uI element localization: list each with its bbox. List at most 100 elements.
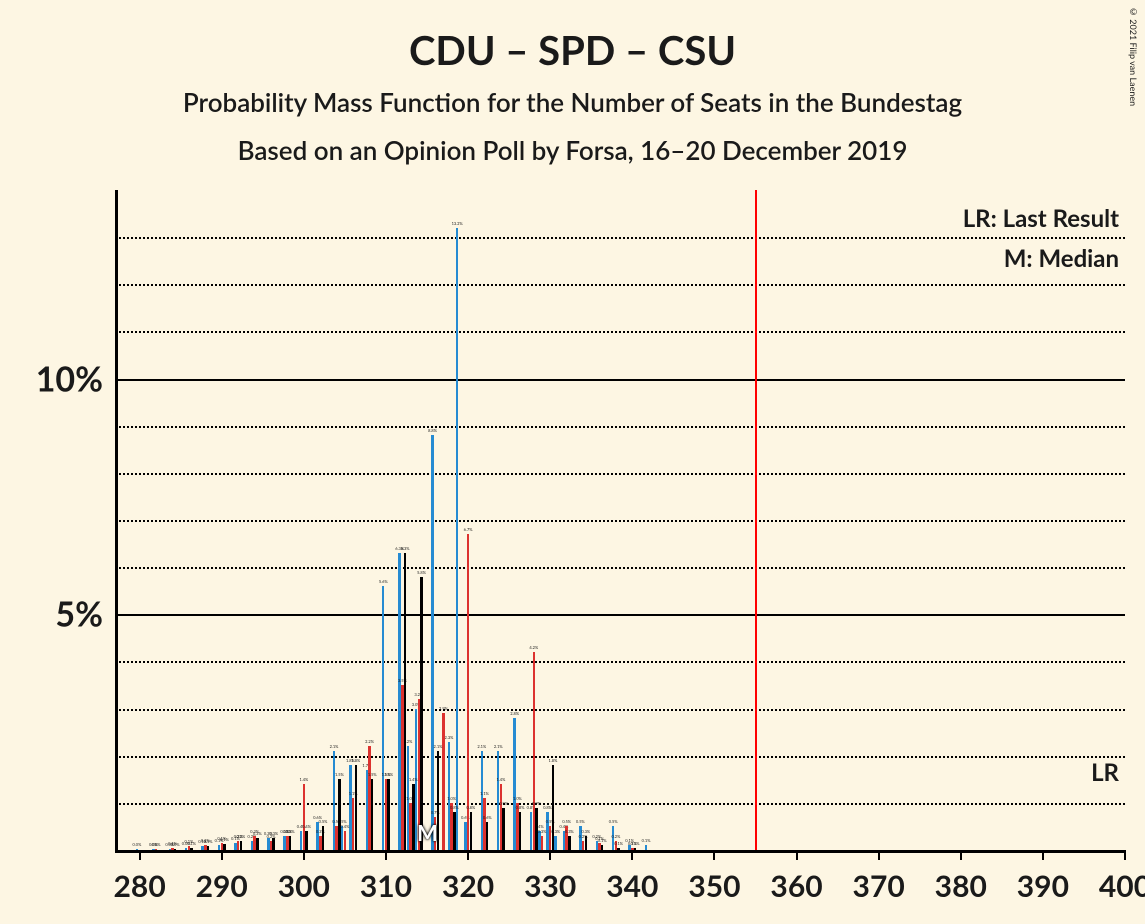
bar-value-label: 0.0% — [133, 842, 142, 847]
bar-value-label: 1.4% — [409, 777, 418, 782]
bar-csu — [568, 836, 570, 850]
bar-value-label: 1.4% — [497, 777, 506, 782]
x-tick-mark — [631, 850, 633, 860]
bar-csu — [519, 812, 521, 850]
gridline-minor — [115, 237, 1125, 239]
bar-value-label: 2.8% — [510, 711, 519, 716]
bar-value-label: 4.2% — [529, 645, 538, 650]
bar-value-label: 0.1% — [204, 839, 213, 844]
bar-csu — [256, 838, 258, 850]
bar-value-label: 0.3% — [581, 829, 590, 834]
bar-value-label: 0.1% — [631, 841, 640, 846]
bar-csu — [535, 808, 537, 850]
gridline-minor — [115, 756, 1125, 758]
bar-value-label: 0.5% — [576, 819, 585, 824]
bar-value-label: 1.0% — [513, 796, 522, 801]
bar-spd — [442, 713, 444, 850]
bar-value-label: 0.8% — [466, 805, 475, 810]
gridline-minor — [115, 520, 1125, 522]
bar-spd — [541, 836, 543, 850]
bar-value-label: 0.4% — [341, 824, 350, 829]
median-marker: M — [417, 819, 438, 846]
bar-value-label: 0.2% — [236, 834, 245, 839]
bar-value-label: 0.3% — [565, 829, 574, 834]
bar-value-label: 2.1% — [477, 744, 486, 749]
bar-value-label: 0.3% — [538, 829, 547, 834]
bar-spd — [467, 534, 469, 850]
chart-subtitle-1: Probability Mass Function for the Number… — [0, 86, 1145, 118]
bar-value-label: 0.9% — [499, 801, 508, 806]
x-tick-mark — [385, 850, 387, 860]
x-tick-mark — [796, 850, 798, 860]
bar-value-label: 0.0% — [152, 842, 161, 847]
bar-csu — [289, 836, 291, 850]
gridline-major — [115, 614, 1125, 616]
bar-value-label: 1.5% — [384, 772, 393, 777]
bar-value-label: 1.0% — [447, 796, 456, 801]
gridline-minor — [115, 567, 1125, 569]
x-tick-mark — [713, 850, 715, 860]
x-tick-mark — [549, 850, 551, 860]
y-tick-label: 5% — [55, 594, 115, 635]
bar-spd — [344, 831, 346, 850]
y-axis — [115, 190, 118, 850]
bar-value-label: 0.0% — [171, 842, 180, 847]
bar-csu — [240, 841, 242, 850]
bar-value-label: 0.3% — [286, 829, 295, 834]
x-tick-mark — [1124, 850, 1126, 860]
bar-value-label: 0.1% — [187, 841, 196, 846]
bar-value-label: 0.1% — [598, 838, 607, 843]
legend-median: M: Median — [1004, 244, 1119, 273]
last-result-line — [755, 190, 757, 850]
bar-cdu — [554, 836, 556, 850]
bar-csu — [552, 765, 554, 850]
bar-value-label: 1.8% — [549, 758, 558, 763]
legend-last-result: LR: Last Result — [963, 204, 1119, 233]
gridline-minor — [115, 331, 1125, 333]
bar-value-label: 0.8% — [450, 805, 459, 810]
bar-value-label: 0.8% — [516, 805, 525, 810]
bar-csu — [272, 838, 274, 850]
x-tick-mark — [467, 850, 469, 860]
bar-value-label: 8.8% — [428, 428, 437, 433]
bar-value-label: 0.4% — [302, 824, 311, 829]
gridline-minor — [115, 473, 1125, 475]
bar-value-label: 0.5% — [319, 819, 328, 824]
bar-csu — [371, 779, 373, 850]
x-tick-mark — [303, 850, 305, 860]
bar-cdu — [431, 435, 433, 850]
bar-value-label: 6.7% — [464, 527, 473, 532]
bar-value-label: 2.1% — [494, 744, 503, 749]
lr-axis-label: LR — [1091, 758, 1119, 787]
bar-value-label: 2.1% — [330, 744, 339, 749]
bar-csu — [404, 553, 406, 850]
bar-csu — [387, 779, 389, 850]
x-tick-mark — [221, 850, 223, 860]
bar-value-label: 0.1% — [614, 841, 623, 846]
bar-csu — [453, 812, 455, 850]
gridline-minor — [115, 284, 1125, 286]
x-tick-mark — [1042, 850, 1044, 860]
bar-csu — [322, 826, 324, 850]
bar-value-label: 0.1% — [220, 837, 229, 842]
bar-value-label: 0.3% — [253, 831, 262, 836]
bar-value-label: 0.5% — [562, 819, 571, 824]
bar-value-label: 2.2% — [365, 739, 374, 744]
bar-value-label: 1.1% — [480, 791, 489, 796]
bar-csu — [338, 779, 340, 850]
bar-value-label: 1.5% — [335, 772, 344, 777]
bar-value-label: 0.2% — [611, 834, 620, 839]
bar-value-label: 0.3% — [269, 831, 278, 836]
bar-csu — [355, 765, 357, 850]
gridline-minor — [115, 426, 1125, 428]
x-tick-mark — [960, 850, 962, 860]
bar-csu — [412, 784, 414, 850]
x-tick-label: 400 — [1099, 850, 1145, 904]
y-tick-label: 10% — [36, 358, 115, 399]
bar-value-label: 5.6% — [379, 579, 388, 584]
bar-value-label: 1.8% — [351, 758, 360, 763]
bar-csu — [585, 836, 587, 850]
bar-value-label: 1.4% — [299, 777, 308, 782]
bar-csu — [470, 812, 472, 850]
gridline-major — [115, 379, 1125, 381]
